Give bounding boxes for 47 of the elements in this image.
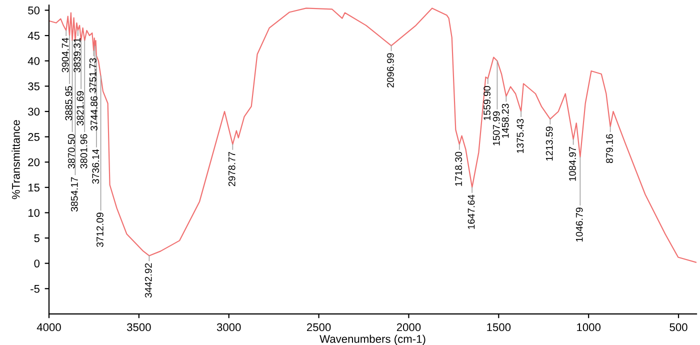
x-tick-label: 3000 [216,323,241,332]
annotation: 3801.96 [80,134,88,169]
y-axis-title: %Transmittance [12,120,20,200]
annotation: 3744.86 [90,96,98,131]
x-tick-label: 1500 [487,323,511,332]
annotation: 1458.23 [502,104,509,138]
y-tick-label: 45 [28,32,40,40]
x-tick-label: 3500 [126,323,151,332]
y-tick-label: -5 [30,285,40,293]
y-tick-label: 10 [28,208,40,217]
y-tick-label: 30 [28,108,40,116]
y-tick-label: 0 [34,260,40,268]
annotation: 1046.79 [576,208,583,242]
y-tick-label: 35 [28,82,40,90]
annotation: 1647.64 [468,194,475,229]
x-tick-label: 4000 [36,323,61,332]
annotation: 3751.73 [89,58,96,93]
annotation: 1213.59 [546,126,553,161]
y-tick-label: 20 [28,158,40,166]
annotation: 1084.97 [569,146,576,181]
x-tick-label: 2500 [306,323,331,332]
x-tick-label: 2000 [396,323,421,332]
x-tick-label: 500 [670,323,688,332]
x-axis-title: Wavenumbers (cm-1) [320,334,426,345]
annotation: 1559.90 [484,86,490,120]
y-tick-label: 40 [28,57,40,65]
annotation: 3821.69 [76,91,84,126]
x-tick-label: 1000 [577,323,601,332]
annotation: 1375.43 [516,118,524,153]
annotation: 3854.17 [70,177,78,212]
annotation: 879.16 [606,134,613,164]
y-tick-label: 50 [28,6,40,14]
annotation: 3904.74 [62,38,69,72]
annotation: 1507.99 [492,111,500,146]
y-tick-label: 5 [34,234,40,242]
annotation: 3839.31 [74,38,81,72]
annotation: 3712.09 [96,212,104,247]
y-tick-label: 15 [28,184,40,192]
annotation: 3736.14 [92,149,100,184]
annotation: 1718.30 [455,152,462,186]
annotation: 3870.50 [68,134,75,169]
annotation: 3885.95 [65,86,72,120]
line-series [49,8,696,263]
annotation: 3442.92 [144,263,152,298]
annotation: 2096.99 [387,53,394,88]
y-tick-label: 25 [28,133,40,141]
annotation: 2978.77 [228,152,236,186]
